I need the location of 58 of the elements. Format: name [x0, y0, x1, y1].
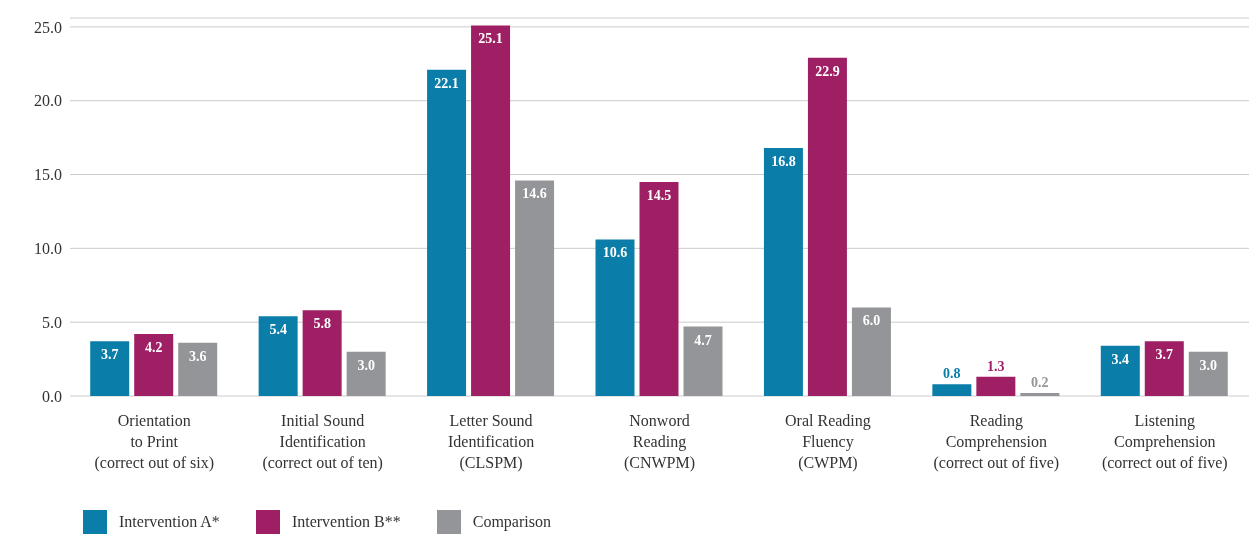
legend-label: Comparison: [472, 513, 551, 531]
data-label: 3.6: [188, 348, 207, 364]
data-label: 22.9: [815, 63, 840, 79]
bar: [427, 69, 467, 396]
bar: [302, 310, 342, 396]
y-tick-label: 15.0: [34, 166, 62, 184]
bar: [639, 181, 679, 396]
x-tick-label: Nonword Reading (CNWPM): [623, 412, 696, 472]
x-tick-label: Reading Comprehension (correct out of five): [933, 412, 1060, 472]
data-label: 14.5: [646, 187, 672, 203]
data-label: 4.2: [144, 339, 163, 355]
data-label: 10.6: [602, 245, 628, 261]
legend-label: Intervention A*: [119, 513, 220, 531]
x-tick-label: Letter Sound Identification (CLSPM): [447, 412, 535, 472]
data-label: 5.4: [269, 322, 287, 338]
data-label: 3.0: [1199, 357, 1218, 373]
data-label: 3.0: [357, 357, 375, 373]
data-label: 14.6: [522, 186, 547, 202]
y-tick-label: 5.0: [42, 313, 62, 331]
bar: [807, 57, 847, 396]
bar: [515, 180, 555, 396]
bar: [976, 376, 1016, 396]
y-tick-label: 25.0: [34, 18, 62, 36]
x-tick-label: Listening Comprehension (correct out of five): [1101, 412, 1228, 472]
bar: [90, 341, 130, 396]
data-label: 25.1: [478, 31, 503, 47]
x-tick-label: Oral Reading Fluency (CWPM): [785, 412, 871, 472]
bar: [346, 351, 386, 396]
bar: [258, 316, 298, 396]
data-label: 1.3: [987, 358, 1005, 374]
legend-label: Intervention B**: [291, 513, 401, 531]
data-label: 22.1: [434, 75, 459, 91]
y-tick-label: 10.0: [34, 240, 62, 258]
x-tick-label: Orientation to Print (correct out of six): [94, 412, 214, 472]
data-label: 16.8: [771, 153, 796, 169]
data-label: 3.7: [100, 347, 119, 363]
x-tick-label: Initial Sound Identification (correct out of ten): [262, 412, 383, 472]
bar: [683, 326, 723, 396]
data-label: 5.8: [313, 316, 331, 332]
data-label: 0.2: [1031, 375, 1049, 391]
data-label: 3.4: [1111, 351, 1130, 367]
bar: [1188, 351, 1228, 396]
y-tick-label: 0.0: [42, 387, 62, 405]
bar: [595, 239, 635, 396]
y-tick-label: 20.0: [34, 92, 62, 110]
data-label: 0.8: [943, 366, 961, 382]
bar: [932, 384, 972, 396]
bar: [1144, 341, 1184, 396]
bar: [1100, 345, 1140, 396]
bar: [134, 333, 174, 396]
bar: [851, 307, 891, 396]
bar: [471, 25, 511, 396]
bar: [1020, 393, 1060, 396]
bar: [178, 342, 218, 396]
bar: [763, 147, 803, 396]
data-label: 6.0: [862, 313, 881, 329]
data-label: 4.7: [694, 332, 712, 348]
data-label: 3.7: [1155, 347, 1174, 363]
